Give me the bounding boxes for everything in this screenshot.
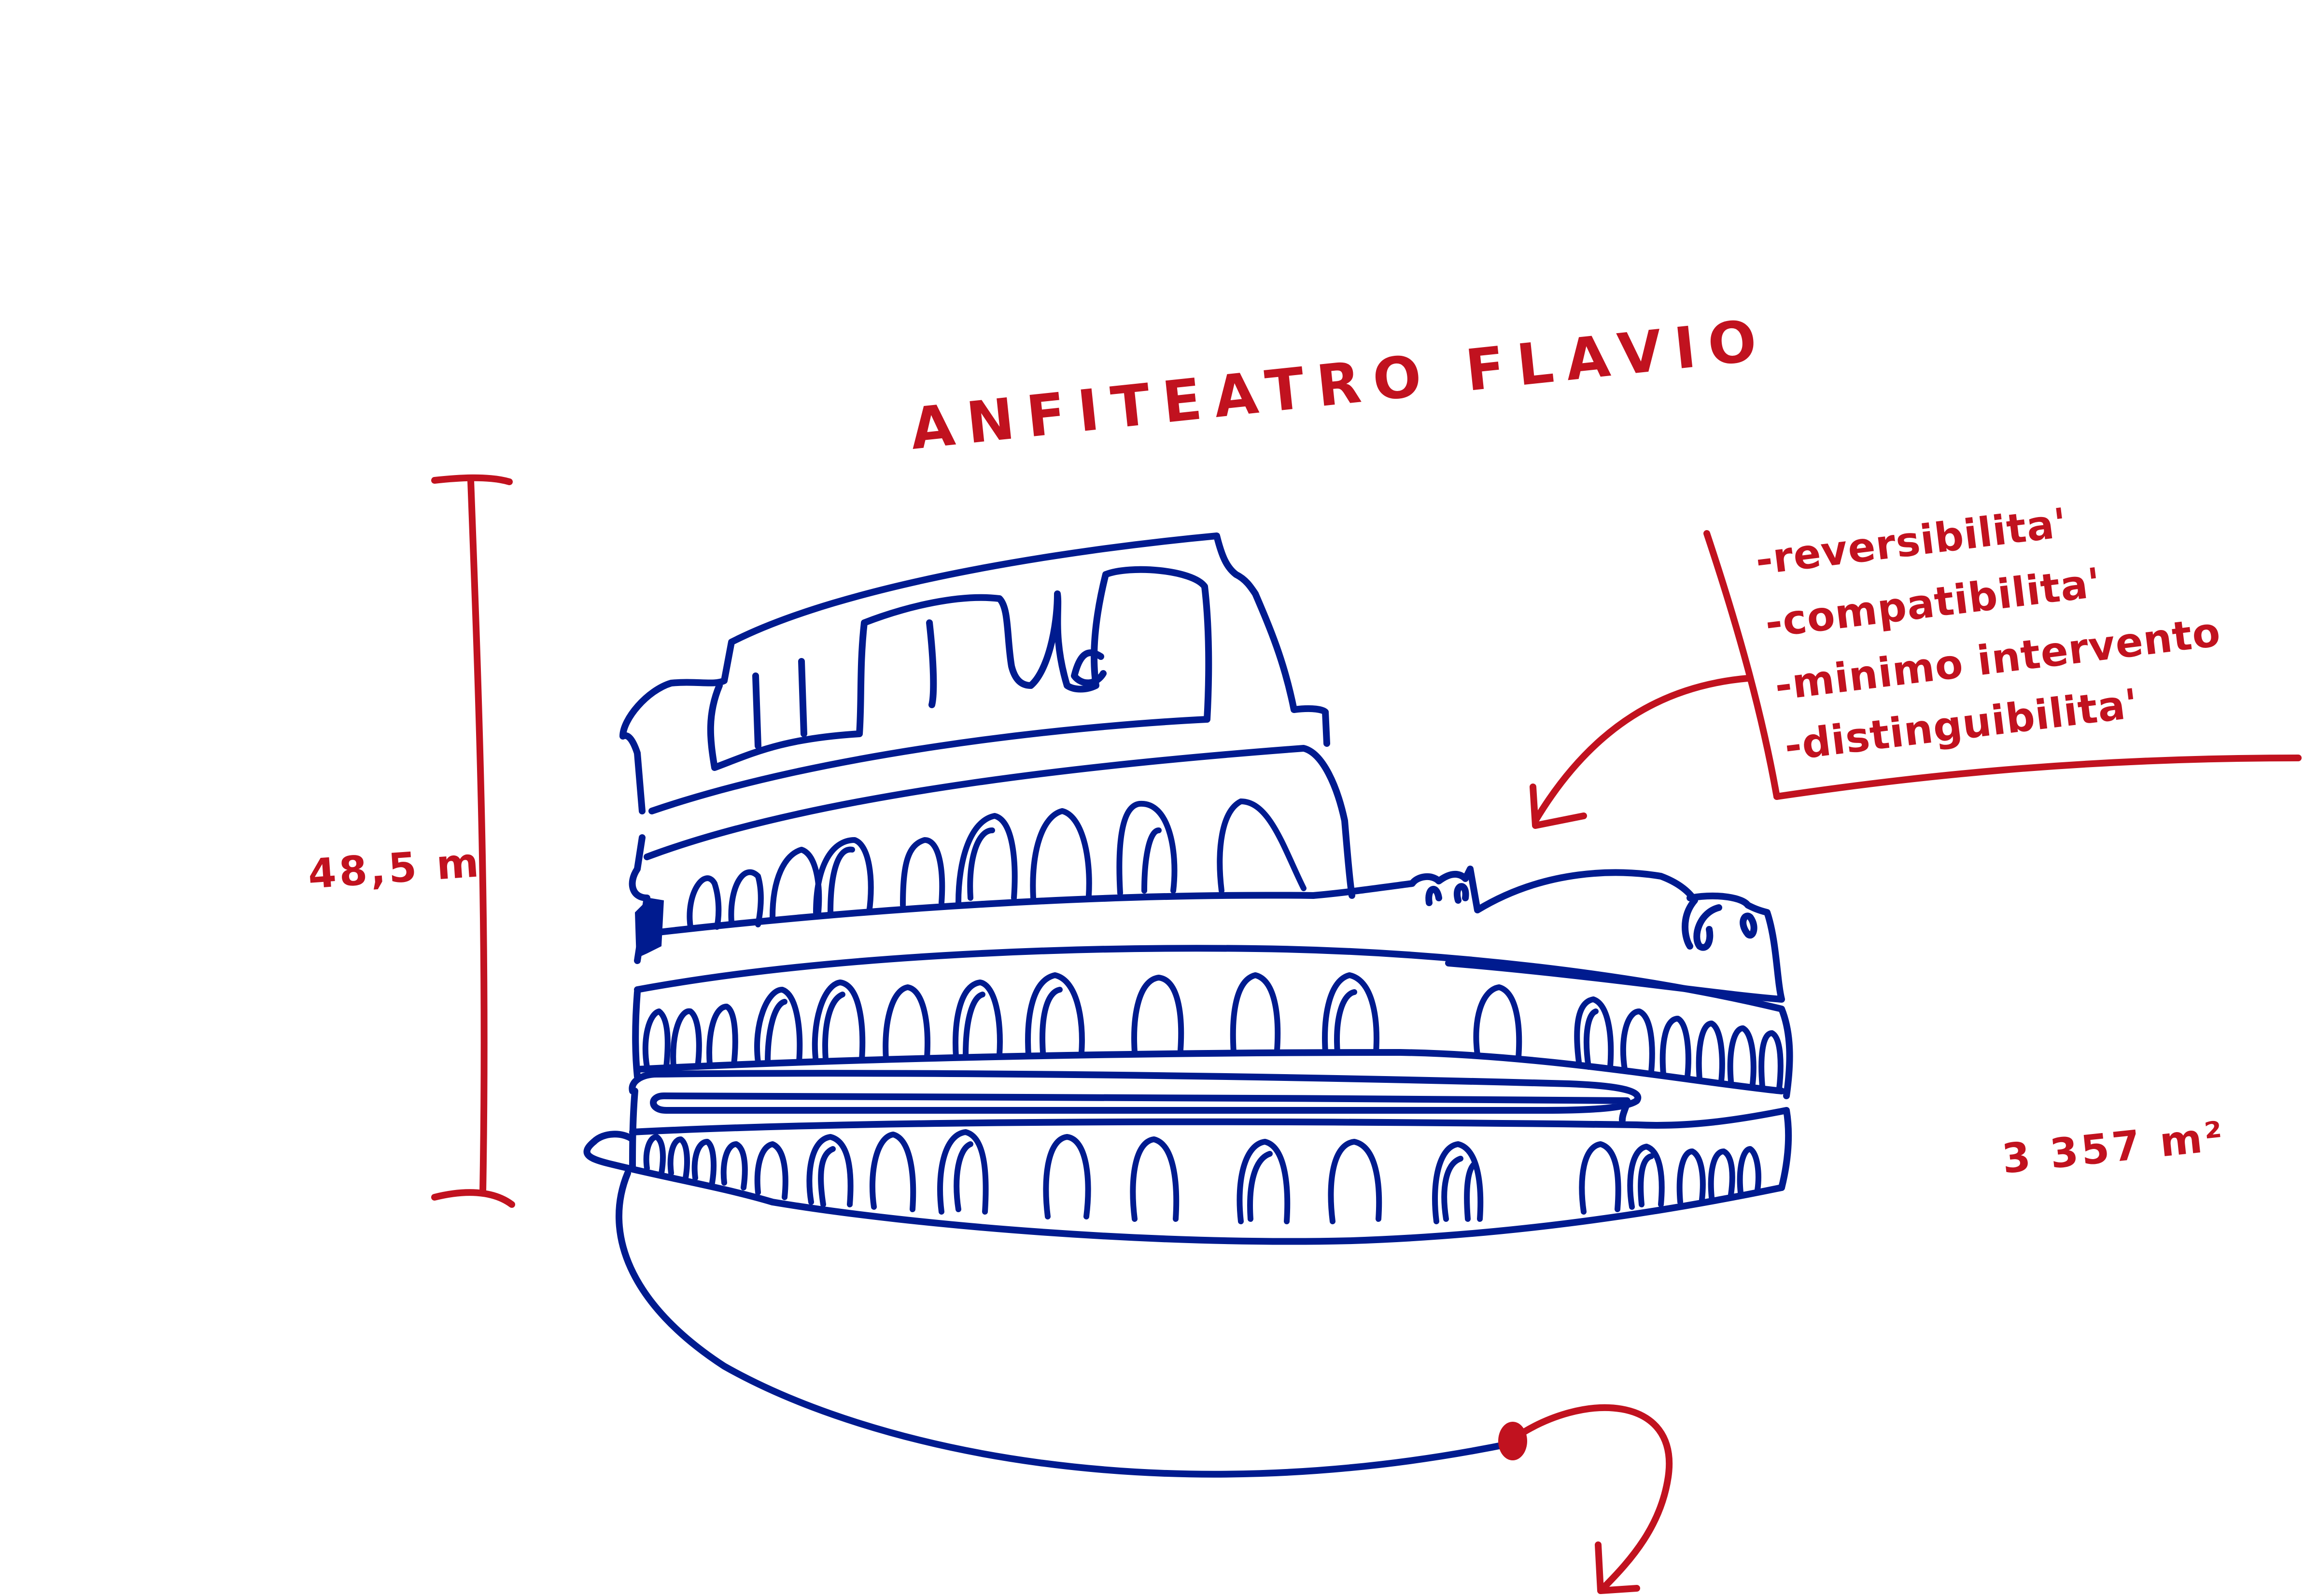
arches-tier-2 <box>642 972 1784 1092</box>
arches-tier-1 <box>643 1129 1761 1224</box>
principles-list: -reversibilita' -compatibilita' -minimo … <box>1753 499 2223 770</box>
page-title: ANFITEATRO FLAVIO <box>907 306 1772 462</box>
curved-arrow-icon <box>1530 675 1751 829</box>
height-label: 48,5 m <box>307 839 483 898</box>
height-bracket-icon <box>431 474 515 1208</box>
area-label: 3 357 m² <box>2000 1112 2228 1183</box>
continuation-arrow-icon <box>1498 1404 1673 1594</box>
principles-bracket <box>1703 530 2302 800</box>
colosseum-drawing-icon <box>583 532 1793 1478</box>
arches-tier-3 <box>687 798 1307 930</box>
shadow-hatch <box>635 898 664 958</box>
